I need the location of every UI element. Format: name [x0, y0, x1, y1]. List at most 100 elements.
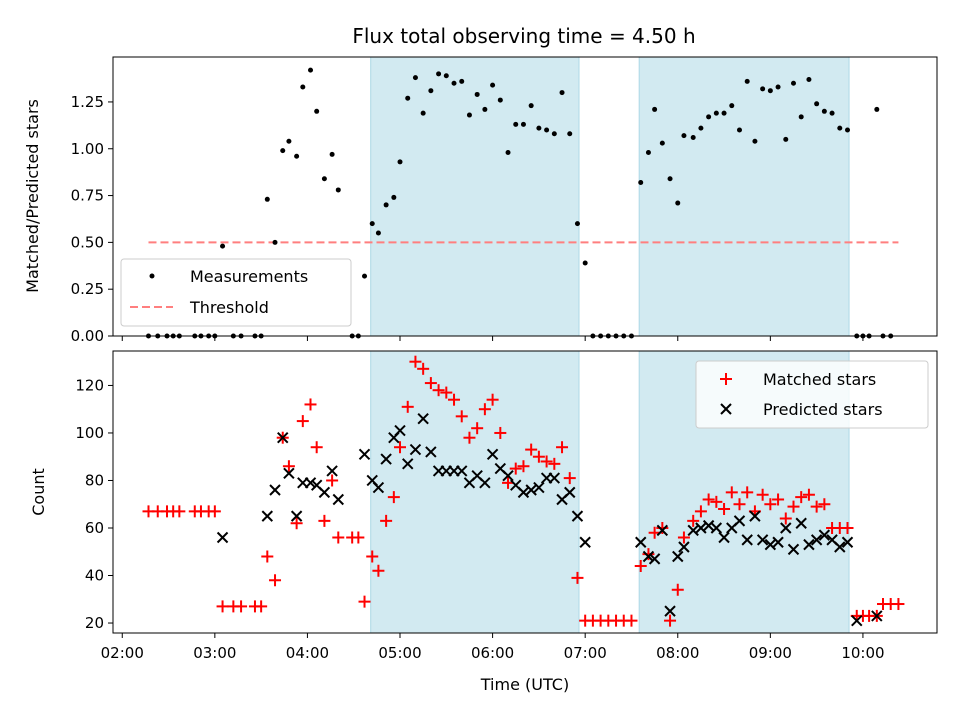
matched-star-point	[409, 355, 422, 368]
matched-star-point	[718, 502, 731, 515]
measurement-point	[713, 110, 719, 116]
matched-star-point	[525, 443, 538, 456]
predicted-star-point	[380, 453, 392, 465]
matched-star-point	[310, 441, 323, 454]
predicted-star-point	[425, 446, 437, 458]
bottom-axes-frame	[112, 350, 938, 634]
measurement-point	[790, 80, 796, 86]
matched-star-point	[296, 415, 309, 428]
x-tick-label: 05:00	[378, 644, 421, 662]
predicted-star-point	[571, 510, 584, 522]
predicted-star-point	[834, 541, 846, 553]
predicted-stars-series	[216, 413, 883, 627]
matched-star-point	[664, 614, 677, 627]
y-tick-label: 20	[85, 614, 104, 632]
predicted-star-point	[304, 477, 317, 489]
predicted-star-point	[656, 524, 669, 537]
measurement-point	[551, 131, 557, 137]
predicted-star-point	[269, 484, 281, 496]
predicted-star-point	[548, 472, 561, 484]
matched-star-point	[318, 514, 331, 527]
predicted-star-point	[810, 534, 823, 546]
measurement-point	[536, 125, 542, 131]
matched-star-point	[394, 441, 407, 454]
measurement-point	[582, 260, 588, 266]
matched-star-point	[517, 460, 530, 473]
bottom-panel: 02:00 03:00 04:00 05:00 06:00 07:00 08:00 09:00…	[29, 350, 938, 694]
legend-measurements-marker	[149, 273, 155, 279]
matched-star-point	[802, 488, 815, 501]
measurement-point	[829, 110, 835, 116]
predicted-star-point	[851, 614, 863, 627]
measurement-point	[874, 106, 880, 112]
matched-star-point	[486, 393, 499, 406]
matched-star-point	[282, 460, 295, 473]
measurement-point	[520, 121, 526, 127]
measurement-point	[482, 106, 488, 112]
matched-star-point	[255, 600, 268, 613]
measurement-point	[405, 95, 411, 101]
predicted-star-point	[803, 538, 815, 551]
matched-star-point	[424, 377, 437, 390]
measurement-point	[490, 82, 496, 88]
matched-star-point	[417, 362, 430, 375]
measurement-point	[459, 78, 465, 84]
predicted-star-point	[409, 443, 422, 456]
y-tick-label: 1.00	[71, 140, 104, 158]
predicted-star-point	[318, 486, 331, 499]
x-tick-label: 02:00	[101, 644, 144, 662]
measurement-point	[698, 125, 704, 131]
x-axis-label: Time (UTC)	[480, 675, 569, 694]
matched-star-point	[401, 400, 414, 413]
matched-star-point	[494, 426, 507, 439]
matched-star-point	[733, 498, 746, 511]
measurement-point	[362, 273, 368, 279]
matched-star-point	[795, 491, 808, 504]
measurement-point	[391, 194, 397, 200]
predicted-star-point	[372, 481, 385, 494]
matched-star-point	[818, 498, 831, 511]
measurement-point	[690, 135, 696, 141]
legend-measurements-label: Measurements	[190, 267, 308, 286]
top-shaded-spans	[370, 57, 850, 336]
matched-star-point	[540, 455, 553, 468]
measurement-point	[397, 159, 403, 165]
matched-star-point	[463, 431, 476, 444]
predicted-star-point	[764, 538, 777, 551]
top-x-ticks	[121, 336, 864, 341]
matched-star-point	[634, 560, 647, 573]
measurement-point	[264, 196, 270, 202]
predicted-star-point	[635, 536, 647, 548]
measurement-point	[736, 127, 742, 133]
measurement-point	[369, 221, 375, 227]
y-tick-label: 80	[85, 471, 104, 489]
matched-star-point	[694, 505, 707, 518]
predicted-star-point	[579, 536, 591, 548]
measurement-point	[806, 76, 812, 82]
predicted-star-point	[749, 510, 761, 522]
y-tick-label: 0.00	[71, 327, 104, 345]
matched-star-point	[290, 517, 303, 530]
matched-star-point	[710, 495, 723, 508]
shaded-span	[370, 351, 580, 633]
measurement-point	[659, 140, 665, 146]
predicted-star-point	[417, 413, 429, 425]
y-tick-label: 100	[75, 424, 104, 442]
measurement-point	[675, 200, 681, 206]
predicted-star-point	[756, 534, 769, 546]
measurement-point	[544, 127, 550, 133]
matched-star-point	[656, 521, 669, 534]
matched-star-point	[235, 600, 248, 613]
matched-star-point	[366, 550, 379, 563]
top-legend-box	[120, 258, 352, 327]
predicted-star-point	[733, 515, 746, 527]
predicted-star-point	[358, 448, 371, 461]
measurement-point	[220, 243, 226, 249]
matched-star-point	[741, 486, 754, 499]
measurement-point	[272, 239, 278, 245]
matched-star-point	[764, 498, 777, 511]
predicted-star-point	[290, 510, 303, 522]
y-tick-label: 1.25	[71, 93, 104, 111]
matched-star-point	[892, 598, 905, 611]
top-legend: Measurements Threshold	[120, 258, 352, 327]
